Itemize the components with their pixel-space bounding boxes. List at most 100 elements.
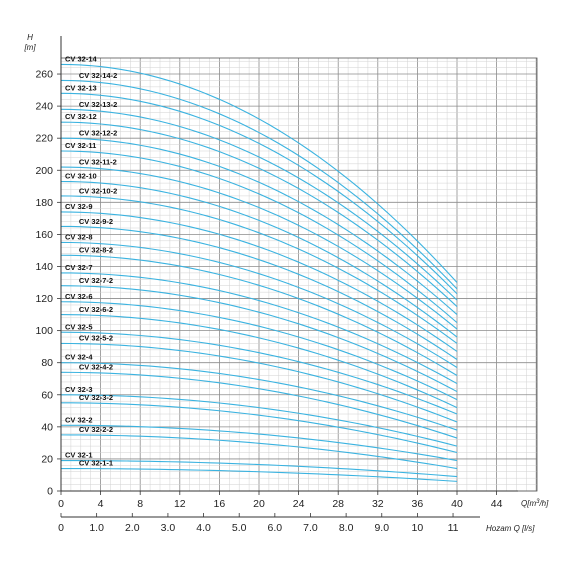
y-tick-label: 160 [35,229,53,241]
x-tick-label: 20 [253,498,265,510]
x-tick-label: 36 [412,498,424,510]
curve-cv-32-14-2 [60,79,458,290]
curve-label: CV 32-5 [65,322,93,331]
curves [60,63,458,482]
curve-label: CV 32-4-2 [79,363,113,372]
curve-cv-32-4 [60,362,458,431]
curve-label: CV 32-1-1 [79,459,113,468]
curve-label: CV 32-11 [65,141,96,150]
x2-tick-label: 3.0 [161,522,176,534]
x-tick-label: 0 [58,498,64,510]
y-tick-label: 0 [47,486,53,498]
curve-cv-32-6 [60,301,458,401]
x2-tick-label: 11 [448,522,459,534]
y-tick-label: 60 [41,389,53,401]
curve-cv-32-10-2 [60,195,458,344]
x-tick-label: 44 [491,498,503,510]
curve-label: CV 32-4 [65,353,93,362]
curve-cv-32-2-2 [60,434,458,470]
curve-label: CV 32-2 [65,415,93,424]
curve-label: CV 32-1 [65,451,93,460]
curve-cv-32-6-2 [60,314,458,409]
curve-labels: CV 32-1-1CV 32-1 CV 32-2-2CV 32-2 CV 32-3-… [65,54,117,467]
curve-cv-32-13 [60,92,458,295]
curve-cv-32-12-2 [60,137,458,316]
curve-cv-32-3 [60,394,458,447]
x-tick-label: 32 [372,498,384,510]
curve-cv-32-5-2 [60,342,458,423]
curve-label: CV 32-6-2 [79,305,113,314]
grid [60,57,538,492]
x2-tick-label: 0 [58,522,64,534]
curve-label: CV 32-11-2 [79,158,117,167]
curve-cv-32-9-2 [60,225,458,360]
curve-label: CV 32-14-2 [79,71,117,80]
curve-cv-32-13-2 [60,108,458,301]
curve-cv-32-1-1 [60,468,458,482]
y-tick-label: 180 [35,197,53,209]
x-tick-label: 40 [451,498,463,510]
curve-label: CV 32-6 [65,292,93,301]
curve-label: CV 32-2-2 [79,425,113,434]
x-tick-label: 12 [174,498,186,510]
curve-cv-32-8 [60,241,458,368]
curve-cv-32-10 [60,180,458,338]
x-tick-label: 8 [137,498,143,510]
curve-cv-32-14 [60,63,458,283]
curve-label: CV 32-9 [65,202,93,211]
y-tick-label: 40 [41,421,53,433]
curve-cv-32-11 [60,150,458,324]
curve-label: CV 32-12-2 [79,129,117,138]
curve-label: CV 32-3 [65,385,93,394]
curve-label: CV 32-3-2 [79,393,113,402]
x2-tick-label: 1.0 [89,522,104,534]
curve-cv-32-11-2 [60,166,458,330]
x-tick-label: 28 [332,498,344,510]
x2-tick-label: 9.0 [374,522,389,534]
y-axis-unit: [m] [23,43,36,52]
curve-cv-32-1 [60,459,458,478]
x2-tick-label: 6.0 [268,522,283,534]
y-tick-label: 80 [41,357,53,369]
curve-label: CV 32-7 [65,263,93,272]
y-tick-label: 20 [41,453,53,465]
y-tick-label: 260 [35,69,53,81]
curve-label: CV 32-13-2 [79,100,117,109]
y-tick-label: 200 [35,165,53,177]
curve-cv-32-2 [60,424,458,462]
y-tick-label: 120 [35,293,53,305]
x-axis-title: Q[m3/h] [521,499,549,508]
curve-cv-32-7-2 [60,285,458,393]
curve-label: CV 32-10 [65,172,97,181]
x2-tick-label: 7.0 [303,522,318,534]
x2-tick-label: 10 [412,522,424,534]
x-tick-label: 4 [98,498,104,510]
curve-cv-32-12 [60,121,458,307]
curve-label: CV 32-12 [65,112,97,121]
curve-cv-32-3-2 [60,402,458,454]
x-tick-label: 16 [214,498,226,510]
x2-tick-label: 5.0 [232,522,247,534]
curve-label: CV 32-10-2 [79,186,117,195]
curve-label: CV 32-14 [65,54,98,63]
curve-label: CV 32-9-2 [79,217,113,226]
curve-label: CV 32-5-2 [79,334,113,343]
curve-cv-32-7 [60,272,458,385]
curve-label: CV 32-13 [65,83,97,92]
x-axis-secondary-title: Hozam Q [l/s] [486,524,535,533]
y-axis-title: H [27,33,33,42]
y-tick-label: 240 [35,101,53,113]
curve-label: CV 32-8 [65,232,93,241]
x2-tick-label: 8.0 [339,522,354,534]
y-tick-label: 100 [35,325,53,337]
curve-cv-32-9 [60,211,458,352]
curve-label: CV 32-8-2 [79,246,113,255]
x2-tick-label: 2.0 [125,522,140,534]
curve-label: CV 32-7-2 [79,276,113,285]
x2-tick-label: 4.0 [196,522,211,534]
curve-cv-32-5 [60,331,458,415]
curve-cv-32-8-2 [60,254,458,377]
